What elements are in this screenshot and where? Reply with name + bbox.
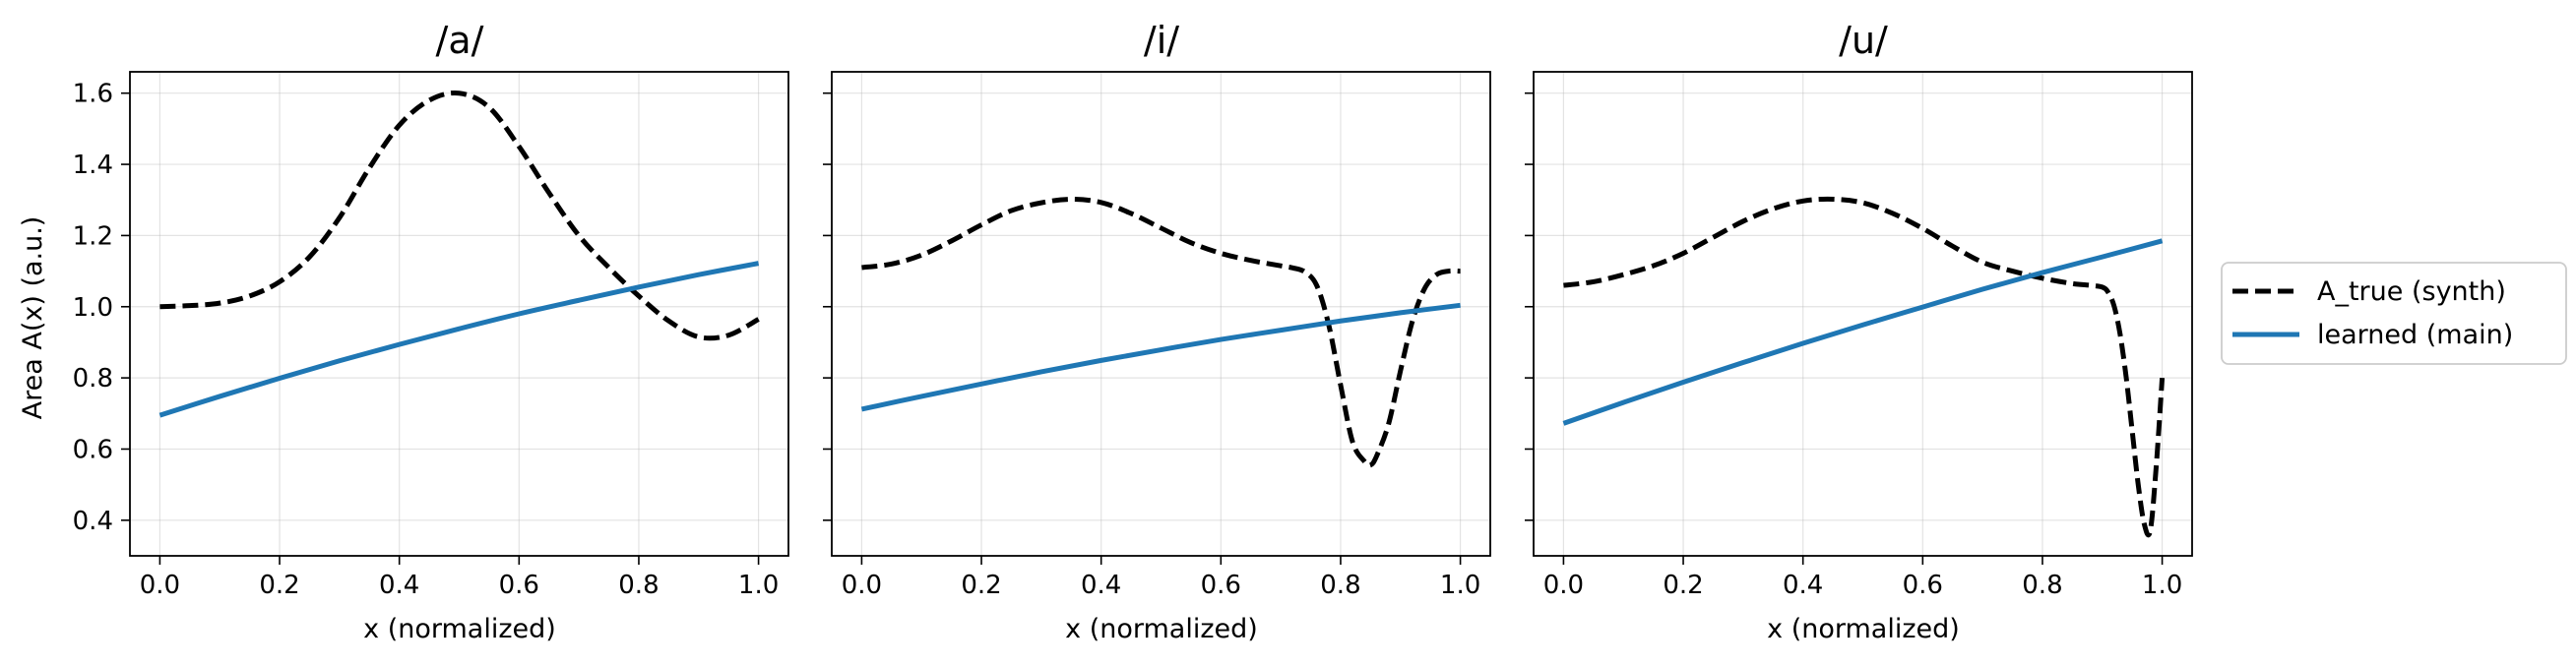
legend-box	[2221, 262, 2567, 365]
x-tick-label-a: 0.4	[379, 571, 419, 600]
grid-a	[130, 72, 788, 556]
x-tick-label-u: 0.0	[1543, 571, 1584, 600]
panel-title-i: /i/	[1144, 19, 1179, 62]
grid-u	[1534, 72, 2192, 556]
x-tick-label-i: 0.4	[1081, 571, 1121, 600]
legend-label-learned: learned (main)	[2317, 320, 2513, 350]
x-axis-label-a: x (normalized)	[363, 614, 556, 644]
x-axis-label-i: x (normalized)	[1065, 614, 1258, 644]
panel-title-u: /u/	[1839, 19, 1888, 62]
y-tick-label: 1.2	[73, 221, 113, 251]
ticks-a: 0.0 0.2 0.4 0.6 0.8 1.0 0.4 0.6 0.8 1.0 1.2 1.4 1.6	[73, 80, 780, 600]
plot-frame-i	[831, 71, 1491, 557]
y-tick-label: 1.6	[73, 80, 113, 109]
series-u	[1562, 196, 2166, 538]
legend-label-true: A_true (synth)	[2317, 276, 2506, 307]
learned-line-a	[158, 261, 760, 418]
legend: A_true (synth) learned (main)	[2221, 262, 2567, 365]
x-tick-label-u: 0.4	[1783, 571, 1823, 600]
x-tick-label-u: 0.2	[1663, 571, 1703, 600]
series-i	[860, 197, 1461, 468]
x-tick-label-a: 1.0	[738, 571, 779, 600]
x-tick-label-i: 0.8	[1320, 571, 1360, 600]
y-tick-label: 1.4	[73, 151, 113, 180]
y-tick-label: 0.8	[73, 364, 113, 394]
x-tick-label-i: 0.2	[961, 571, 1001, 600]
panel-u: /u/ 0.0 0.2 0.4 0.6 0.8 1.0 x (normalized)	[1525, 19, 2193, 644]
panel-i: /i/ 0.0 0.2 0.4 0.6 0.8 1.0 x (normalized)	[823, 19, 1491, 644]
y-axis-label: Area A(x) (a.u.)	[18, 216, 48, 420]
ticks-u: 0.0 0.2 0.4 0.6 0.8 1.0	[1525, 91, 2182, 600]
plot-frame-u	[1533, 71, 2193, 557]
x-tick-label-a: 0.8	[618, 571, 659, 600]
x-tick-label-a: 0.2	[259, 571, 299, 600]
learned-line-u	[1562, 238, 2164, 426]
grid-i	[832, 72, 1490, 556]
panel-title-a: /a/	[436, 19, 484, 62]
true-area-line-a	[159, 90, 760, 341]
learned-line-i	[860, 302, 1461, 412]
y-tick-label: 0.6	[73, 435, 113, 464]
x-tick-label-u: 0.8	[2022, 571, 2062, 600]
true-area-line-i	[861, 197, 1461, 468]
x-tick-label-u: 0.6	[1903, 571, 1943, 600]
x-tick-label-u: 1.0	[2142, 571, 2182, 600]
plot-frame-a	[129, 71, 789, 557]
x-axis-label-u: x (normalized)	[1767, 614, 1960, 644]
panel-a: /a/ 0.0 0.2 0.4 0.6 0.8 1.0 0.4 0.6 0.8 1.0 1.2 1.4…	[73, 19, 789, 644]
x-tick-label-i: 0.6	[1201, 571, 1241, 600]
ticks-i: 0.0 0.2 0.4 0.6 0.8 1.0	[823, 91, 1480, 600]
series-a	[158, 90, 760, 418]
x-tick-label-a: 0.6	[499, 571, 539, 600]
x-tick-label-a: 0.0	[140, 571, 180, 600]
x-tick-label-i: 0.0	[842, 571, 882, 600]
x-tick-label-i: 1.0	[1440, 571, 1480, 600]
y-tick-label: 0.4	[73, 507, 113, 536]
y-tick-label: 1.0	[73, 293, 113, 323]
